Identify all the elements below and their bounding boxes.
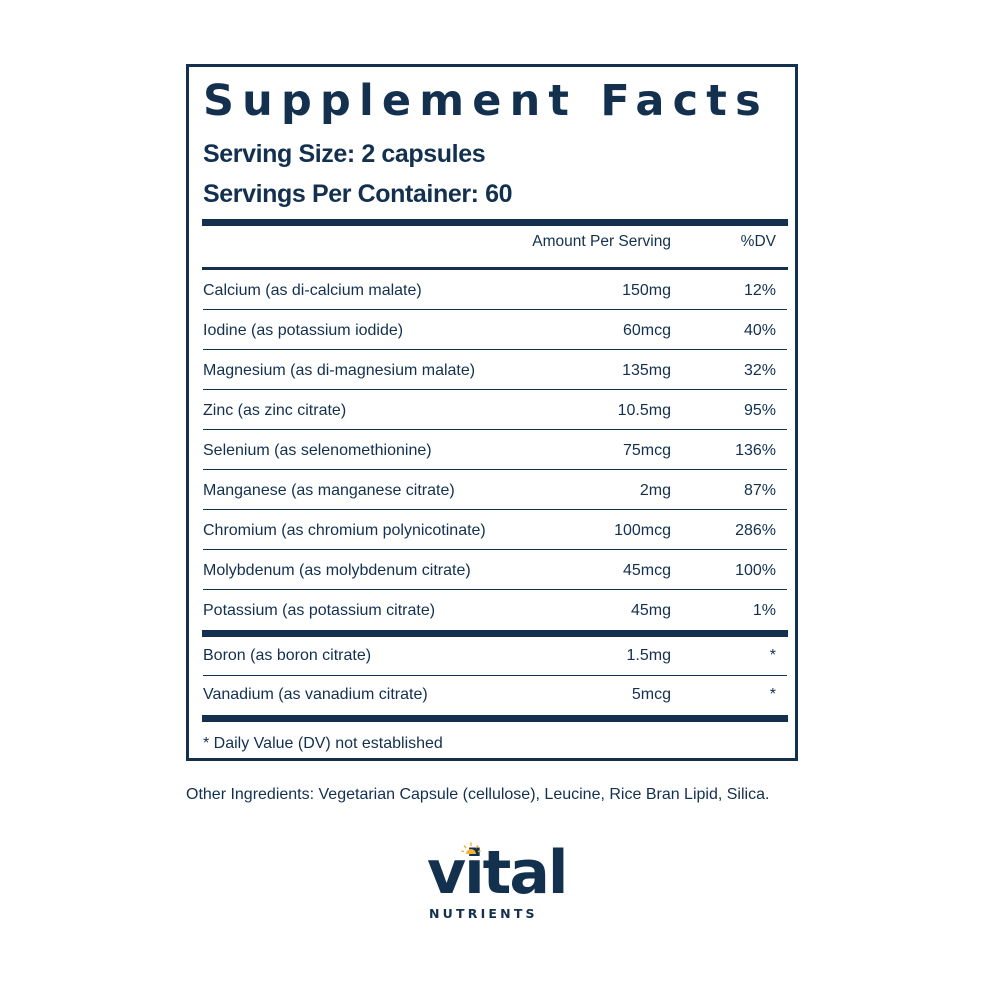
nutrient-name: Vanadium (as vanadium citrate): [203, 686, 428, 703]
table-row: Boron (as boron citrate) 1.5mg *: [203, 637, 787, 676]
serving-size: Serving Size: 2 capsules: [203, 140, 486, 168]
table-row: Iodine (as potassium iodide) 60mcg 40%: [203, 310, 787, 350]
nutrient-amount: 150mg: [622, 282, 671, 299]
divider-header: [202, 267, 788, 270]
table-row: Selenium (as selenomethionine) 75mcg 136…: [203, 430, 787, 470]
table-row: Molybdenum (as molybdenum citrate) 45mcg…: [203, 550, 787, 590]
nutrient-dv: 87%: [743, 482, 776, 499]
header-dv: %DV: [740, 233, 776, 250]
nutrient-name: Iodine (as potassium iodide): [203, 322, 404, 339]
nutrient-table: Calcium (as di-calcium malate) 150mg 12%…: [203, 270, 787, 630]
nutrient-table-no-dv: Boron (as boron citrate) 1.5mg * Vanadiu…: [203, 637, 787, 715]
supplement-facts-panel: Supplement Facts Serving Size: 2 capsule…: [186, 64, 798, 761]
divider-thick-bottom: [202, 715, 788, 722]
table-row: Magnesium (as di-magnesium malate) 135mg…: [203, 350, 787, 390]
table-row: Chromium (as chromium polynicotinate) 10…: [203, 510, 787, 550]
nutrient-dv: 12%: [743, 282, 776, 299]
panel-title: Supplement Facts: [203, 76, 769, 126]
nutrient-name: Selenium (as selenomethionine): [203, 442, 432, 459]
nutrient-amount: 45mcg: [622, 562, 671, 579]
table-row: Vanadium (as vanadium citrate) 5mcg *: [203, 676, 787, 715]
nutrient-name: Potassium (as potassium citrate): [203, 602, 436, 619]
nutrient-name: Calcium (as di-calcium malate): [203, 282, 422, 299]
nutrient-amount: 1.5mg: [626, 647, 671, 664]
nutrient-amount: 5mcg: [631, 686, 671, 703]
nutrient-amount: 10.5mg: [617, 402, 671, 419]
dv-footnote: * Daily Value (DV) not established: [203, 735, 443, 752]
nutrient-name: Zinc (as zinc citrate): [203, 402, 347, 419]
nutrient-dv: 1%: [752, 602, 776, 619]
nutrient-dv: *: [769, 647, 776, 664]
nutrient-amount: 100mcg: [614, 522, 671, 539]
logo-wordmark: vital: [427, 838, 568, 908]
sun-icon: [461, 842, 481, 854]
brand-logo: vital NUTRIENTS: [425, 842, 570, 926]
nutrient-amount: 2mg: [639, 482, 671, 499]
nutrient-name: Boron (as boron citrate): [203, 647, 372, 664]
divider-thick-middle: [202, 630, 788, 637]
table-row: Potassium (as potassium citrate) 45mg 1%: [203, 590, 787, 630]
table-row: Zinc (as zinc citrate) 10.5mg 95%: [203, 390, 787, 430]
nutrient-dv: 286%: [735, 522, 776, 539]
nutrient-amount: 45mg: [630, 602, 671, 619]
divider-thick-top: [202, 219, 788, 226]
nutrient-dv: 95%: [743, 402, 776, 419]
table-row: Calcium (as di-calcium malate) 150mg 12%: [203, 270, 787, 310]
nutrient-dv: 32%: [743, 362, 776, 379]
nutrient-amount: 60mcg: [622, 322, 671, 339]
header-amount: Amount Per Serving: [532, 233, 671, 250]
nutrient-dv: 100%: [735, 562, 776, 579]
table-header: Amount Per Serving %DV: [203, 233, 787, 263]
table-row: Manganese (as manganese citrate) 2mg 87%: [203, 470, 787, 510]
other-ingredients: Other Ingredients: Vegetarian Capsule (c…: [186, 786, 770, 803]
nutrient-name: Manganese (as manganese citrate): [203, 482, 455, 499]
nutrient-name: Magnesium (as di-magnesium malate): [203, 362, 476, 379]
nutrient-dv: 136%: [735, 442, 776, 459]
nutrient-dv: *: [769, 686, 776, 703]
logo-subtitle: NUTRIENTS: [429, 906, 538, 921]
nutrient-dv: 40%: [743, 322, 776, 339]
nutrient-name: Chromium (as chromium polynicotinate): [203, 522, 486, 539]
nutrient-amount: 135mg: [622, 362, 671, 379]
nutrient-name: Molybdenum (as molybdenum citrate): [203, 562, 471, 579]
nutrient-amount: 75mcg: [622, 442, 671, 459]
servings-per-container: Servings Per Container: 60: [203, 180, 513, 208]
